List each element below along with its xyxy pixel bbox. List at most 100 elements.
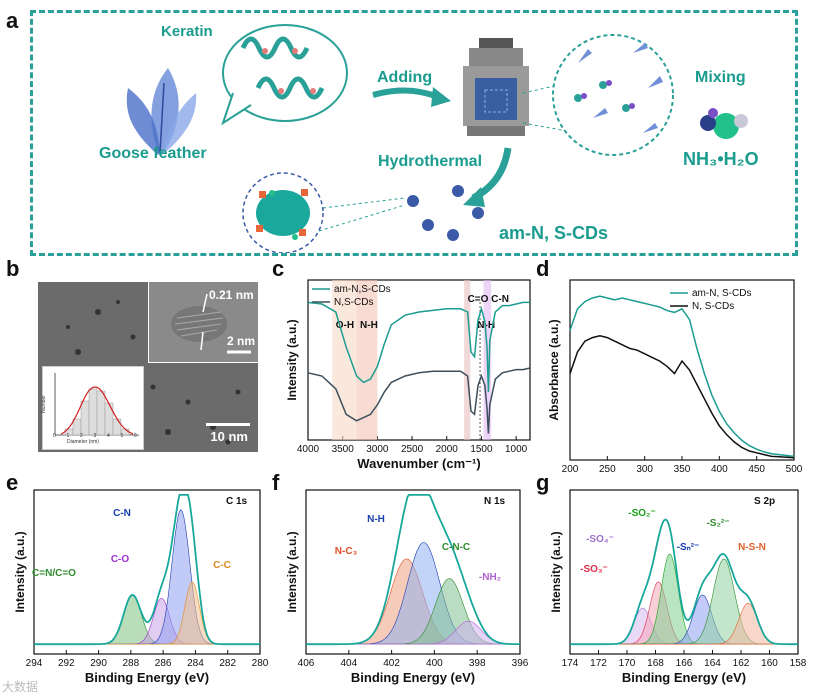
mixing-label: Mixing bbox=[695, 69, 746, 86]
scale-bar bbox=[206, 423, 250, 426]
x-tick-label: 500 bbox=[786, 464, 803, 472]
peak-label: -SO₂⁻ bbox=[628, 508, 656, 519]
x-tick-label: 2500 bbox=[401, 444, 424, 455]
plot-frame bbox=[569, 279, 795, 461]
x-tick-label: 166 bbox=[676, 658, 693, 669]
ammonia-label: NH₃•H₂O bbox=[683, 149, 759, 169]
x-tick-label: 284 bbox=[187, 658, 204, 669]
product-label: am-N, S-CDs bbox=[499, 223, 609, 243]
spectrum-title: C 1s bbox=[226, 496, 248, 507]
x-tick-label: 4000 bbox=[297, 444, 320, 455]
peak-label: -S₂²⁻ bbox=[706, 518, 729, 529]
plot-frame bbox=[33, 489, 261, 655]
x-tick-label: 174 bbox=[562, 658, 579, 669]
panel-letter-e: e bbox=[6, 470, 19, 495]
x-tick-label: 282 bbox=[219, 658, 236, 669]
peak-label: C-O bbox=[111, 554, 130, 565]
hydrothermal-label: Hydrothermal bbox=[378, 153, 483, 170]
synthesis-scheme: Keratin Adding Mixing Goose feather Hydr… bbox=[30, 10, 798, 256]
x-tick-label: 406 bbox=[298, 658, 315, 669]
band-annotation: C-N bbox=[491, 294, 509, 305]
x-tick-label: 300 bbox=[636, 464, 653, 472]
x-tick-label: 402 bbox=[383, 658, 400, 669]
carbon-dots-icon bbox=[407, 185, 484, 241]
watermark: 大数据 bbox=[2, 680, 39, 694]
series-line bbox=[569, 295, 795, 458]
series-line bbox=[307, 367, 531, 434]
s2p-chart: 174 172 170 168 166 164 162 160 158 Binding Energ… bbox=[549, 489, 807, 685]
ftir-chart: 4000 3500 3000 2500 2000 1500 1000 Wavenumber (… bbox=[285, 279, 531, 471]
goose-feather-label: Goose feather bbox=[99, 145, 207, 162]
x-tick-label: 400 bbox=[426, 658, 443, 669]
histogram-tick: 0 bbox=[53, 433, 56, 439]
highlight-band bbox=[464, 280, 471, 440]
x-tick-label: 404 bbox=[340, 658, 357, 669]
scheme-graphics bbox=[126, 24, 748, 253]
histogram-ticks: 0 1 2 3 4 5 6 bbox=[43, 433, 143, 441]
x-axis-label: Binding Energy (eV) bbox=[351, 670, 475, 685]
lattice-spacing-label: 0.21 nm bbox=[209, 288, 254, 302]
inset-scale-label: 2 nm bbox=[227, 334, 256, 348]
x-tick-label: 294 bbox=[26, 658, 43, 669]
legend-entry: am-N,S-CDs bbox=[334, 284, 391, 295]
envelope-line bbox=[570, 518, 798, 646]
x-tick-label: 280 bbox=[252, 658, 269, 669]
x-tick-label: 2000 bbox=[436, 444, 459, 455]
peak-label: -Sₙ²⁻ bbox=[677, 542, 700, 553]
peak-label: N-S-N bbox=[738, 542, 766, 553]
panel-letter-c: c bbox=[272, 256, 285, 281]
x-tick-label: 172 bbox=[590, 658, 607, 669]
x-tick-label: 290 bbox=[90, 658, 107, 669]
peak-label: -SO₃⁻ bbox=[580, 564, 608, 575]
highlight-band bbox=[332, 280, 357, 440]
spectrum-title: S 2p bbox=[754, 496, 775, 507]
histogram-tick: 3 bbox=[93, 433, 97, 439]
x-tick-label: 164 bbox=[704, 658, 721, 669]
peak-label: -NH₂ bbox=[479, 572, 501, 583]
series-line bbox=[569, 335, 795, 459]
x-tick-label: 292 bbox=[58, 658, 75, 669]
x-tick-label: 158 bbox=[790, 658, 807, 669]
highlight-band bbox=[356, 280, 378, 440]
mixture-zoom-icon bbox=[552, 34, 674, 156]
y-axis-label: Intensity (a.u.) bbox=[13, 531, 27, 612]
series-line bbox=[307, 301, 530, 393]
panel-letter-b: b bbox=[6, 256, 20, 281]
x-tick-label: 398 bbox=[469, 658, 486, 669]
x-tick-label: 3500 bbox=[332, 444, 355, 455]
histogram-xlabel: Diameter (nm) bbox=[67, 439, 99, 445]
main-scale-label: 10 nm bbox=[210, 429, 248, 444]
peak-label: C-C bbox=[213, 560, 231, 571]
panel-letter-g: g bbox=[536, 470, 550, 495]
histogram-tick: 6 bbox=[134, 433, 137, 439]
peak-label: N-H bbox=[367, 514, 385, 525]
band-annotation: O-H bbox=[336, 320, 354, 331]
size-histogram: Diameter (nm) Number 0 1 2 3 4 5 6 bbox=[41, 366, 144, 450]
x-tick-label: 200 bbox=[562, 464, 579, 472]
plot-frame bbox=[307, 279, 531, 441]
x-tick-label: 286 bbox=[155, 658, 172, 669]
n1s-chart: 406 404 402 400 398 396 Binding Energy (eV) Int… bbox=[285, 489, 529, 685]
x-tick-label: 168 bbox=[647, 658, 664, 669]
panel-letter-f: f bbox=[272, 470, 280, 495]
x-axis-label: Binding Energy (eV) bbox=[622, 670, 746, 685]
adding-arrow-icon bbox=[372, 87, 440, 100]
hrtem-inset: 0.21 nm 2 nm bbox=[148, 282, 258, 363]
legend-entry: N, S-CDs bbox=[692, 301, 734, 312]
plot-frame bbox=[305, 489, 521, 655]
keratin-bubble-icon bbox=[221, 24, 348, 126]
x-tick-label: 170 bbox=[619, 658, 636, 669]
histogram-tick: 5 bbox=[120, 433, 124, 439]
histogram-plot bbox=[54, 373, 139, 436]
panel-letter-a: a bbox=[6, 8, 19, 33]
x-tick-label: 160 bbox=[761, 658, 778, 669]
peak-label: C-N bbox=[113, 508, 131, 519]
x-tick-label: 450 bbox=[748, 464, 765, 472]
legend-entry: am-N, S-CDs bbox=[692, 288, 751, 299]
x-axis-label: Wavenumber (cm⁻¹) bbox=[357, 456, 480, 471]
peak-label: N-C₃ bbox=[335, 546, 358, 557]
autoclave-icon bbox=[463, 38, 529, 136]
x-tick-label: 1000 bbox=[505, 444, 528, 455]
keratin-label: Keratin bbox=[161, 23, 213, 40]
histogram-tick: 4 bbox=[107, 433, 110, 439]
